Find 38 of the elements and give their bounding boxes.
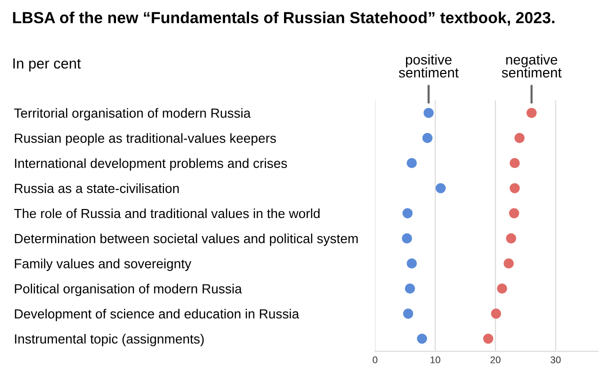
y-tick-label: Territorial organisation of modern Russia — [14, 108, 251, 120]
point — [506, 233, 516, 244]
point — [406, 258, 417, 269]
point — [514, 132, 525, 144]
point — [526, 108, 537, 118]
point — [416, 334, 428, 344]
point — [496, 283, 508, 294]
y-tick-label: Russia as a state-civilisation — [14, 183, 179, 194]
point — [510, 158, 520, 168]
point — [422, 132, 433, 144]
x-tick-label: 0 — [372, 356, 378, 364]
point — [483, 334, 494, 344]
point — [406, 158, 417, 168]
point — [436, 183, 446, 194]
y-tick-label: Political organisation of modern Russia — [14, 284, 242, 296]
x-tick-label: 10 — [430, 356, 440, 364]
y-tick-label: Russian people as traditional-values keepers — [14, 133, 276, 146]
text: positive sentiment — [398, 54, 459, 78]
text: In per cent — [13, 58, 81, 72]
y-tick-label: The role of Russia and traditional values in the world — [14, 208, 320, 218]
y-tick-label: International development problems and crises — [15, 158, 287, 171]
point — [424, 108, 434, 118]
point — [490, 308, 502, 319]
y-tick-label: Determination between societal values and political system — [14, 234, 358, 246]
point — [402, 233, 412, 244]
text: negative sentiment — [502, 54, 562, 78]
point — [510, 183, 520, 194]
y-tick-label: Family values and sovereignty — [14, 258, 192, 271]
point — [504, 258, 514, 269]
x-tick-label: 30 — [550, 356, 561, 364]
y-tick-label: Development of science and education in Russia — [14, 308, 300, 322]
point — [404, 283, 416, 294]
chart-title: LBSA of the new “Fundamentals of Russian Statehood” textbook, 2023. — [13, 12, 554, 26]
y-tick-label: Instrumental topic (assignments) — [15, 334, 204, 346]
x-tick-label: 20 — [490, 356, 500, 364]
point — [403, 308, 414, 319]
point — [402, 208, 413, 218]
point — [509, 208, 520, 218]
